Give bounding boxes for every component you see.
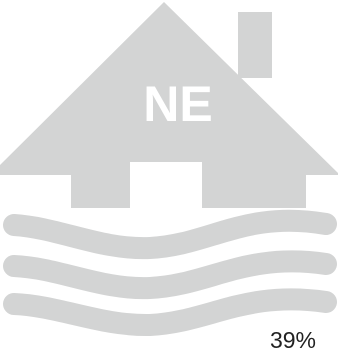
house-icon: NE bbox=[0, 2, 338, 212]
wave-1 bbox=[3, 209, 337, 260]
wave-3 bbox=[3, 288, 337, 337]
house-label: NE bbox=[143, 76, 212, 132]
percent-label: 39% bbox=[269, 327, 316, 353]
wave-2 bbox=[3, 250, 337, 300]
house-body bbox=[0, 2, 338, 208]
house-door bbox=[130, 162, 202, 212]
flood-waves-icon bbox=[3, 209, 337, 337]
house-chimney bbox=[238, 12, 272, 78]
